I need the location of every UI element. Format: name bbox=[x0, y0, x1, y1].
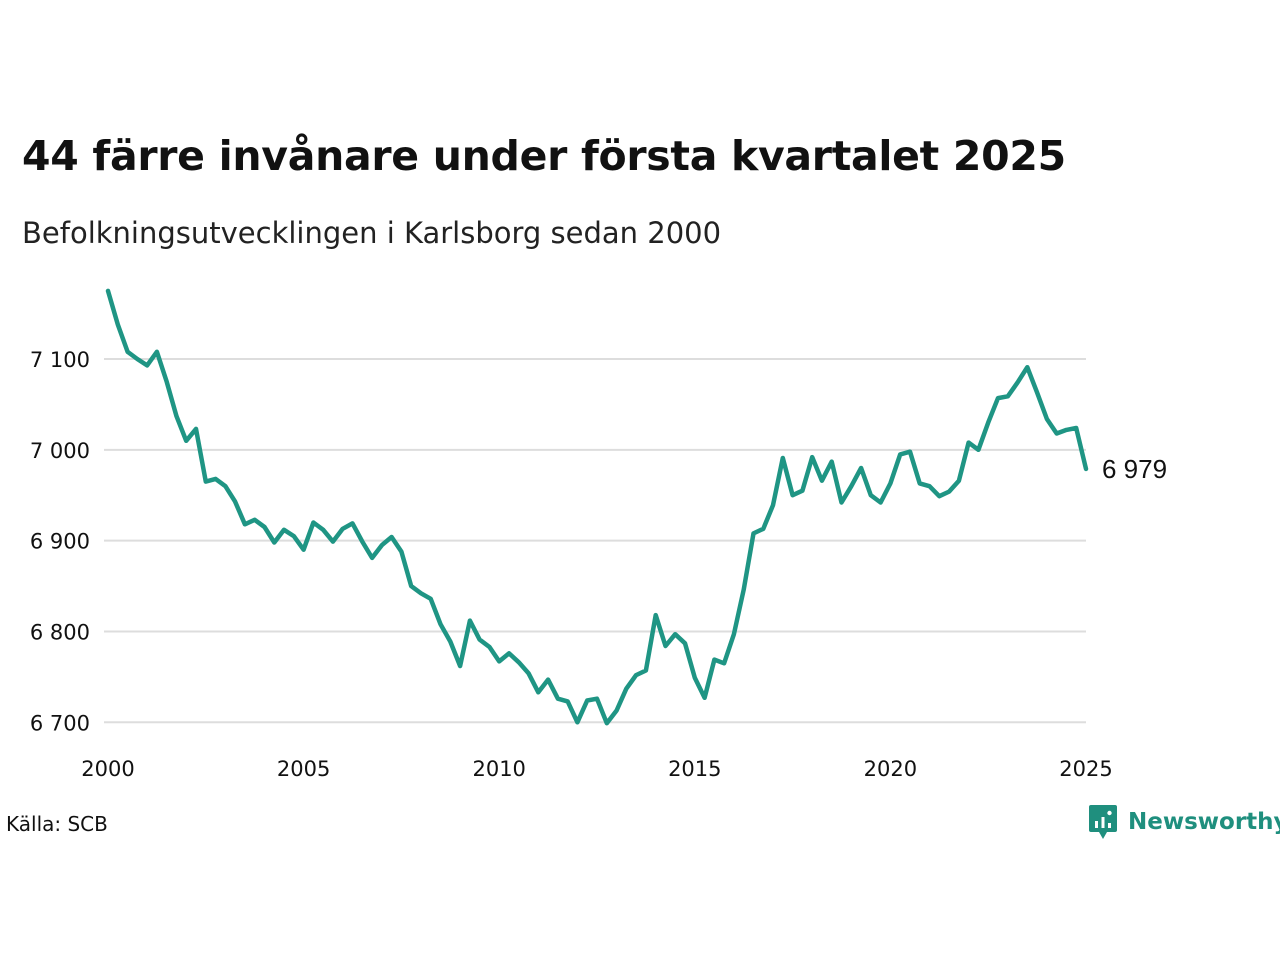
series-line bbox=[105, 288, 1089, 726]
x-tick-label: 2020 bbox=[864, 757, 917, 781]
y-tick-label: 6 900 bbox=[30, 530, 90, 554]
brand-name: Newsworthy bbox=[1128, 809, 1280, 835]
y-axis-tick-labels: 6 700 6 800 6 900 7 000 7 100 bbox=[30, 348, 90, 735]
y-tick-label: 7 100 bbox=[30, 348, 90, 372]
y-tick-label: 6 700 bbox=[30, 711, 90, 735]
chart-title: 44 färre invånare under första kvartalet… bbox=[22, 132, 1066, 180]
gridlines bbox=[104, 358, 1086, 724]
chart-subtitle: Befolkningsutvecklingen i Karlsborg seda… bbox=[22, 216, 722, 250]
x-axis-tick-labels: 2000 2005 2010 2015 2020 2025 bbox=[81, 757, 1112, 781]
y-tick-label: 6 800 bbox=[30, 620, 90, 644]
brand-logo: Newsworthy bbox=[1088, 804, 1280, 840]
newsworthy-icon bbox=[1089, 805, 1117, 839]
end-value-label: 6 979 bbox=[1102, 454, 1167, 484]
x-tick-label: 2000 bbox=[81, 757, 134, 781]
y-tick-label: 7 000 bbox=[30, 439, 90, 463]
x-tick-label: 2005 bbox=[277, 757, 330, 781]
x-tick-label: 2010 bbox=[472, 757, 525, 781]
x-tick-label: 2015 bbox=[668, 757, 721, 781]
x-tick-label: 2025 bbox=[1059, 757, 1112, 781]
source-note: Källa: SCB bbox=[6, 812, 108, 836]
series-layer bbox=[105, 288, 1089, 726]
